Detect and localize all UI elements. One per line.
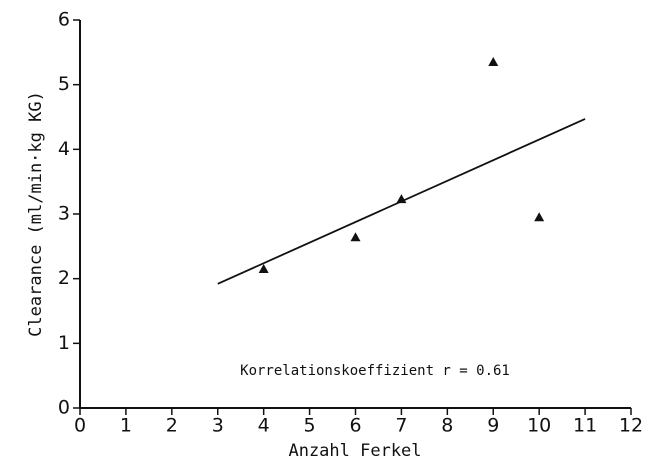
x-tick-label: 8 (441, 415, 453, 437)
x-tick-label: 10 (527, 415, 551, 437)
y-axis-label: Clearance (ml/min·kg KG) (26, 91, 46, 337)
y-tick-label: 4 (58, 138, 70, 160)
x-tick-label: 9 (487, 415, 499, 437)
y-tick-label: 1 (58, 332, 70, 354)
annotation: Korrelationskoeffizient r = 0.61 (240, 363, 510, 379)
x-axis-label: Anzahl Ferkel (288, 441, 421, 461)
x-tick-label: 7 (395, 415, 407, 437)
x-tick-label: 1 (120, 415, 132, 437)
y-tick-label: 2 (58, 267, 70, 289)
x-tick-label: 6 (349, 415, 361, 437)
x-tick-label: 2 (166, 415, 178, 437)
point (534, 212, 545, 222)
point (258, 263, 269, 273)
x-tick-label: 0 (74, 415, 86, 437)
x-tick-label: 5 (304, 415, 316, 437)
x-tick-label: 4 (258, 415, 270, 437)
x-tick-label: 11 (573, 415, 597, 437)
point (396, 194, 407, 204)
point (488, 57, 499, 67)
x-tick-label: 12 (619, 415, 643, 437)
y-tick-label: 5 (58, 73, 70, 95)
y-tick-label: 0 (58, 397, 70, 419)
y-tick-label: 3 (58, 203, 70, 225)
x-tick-label: 3 (212, 415, 224, 437)
point (350, 232, 361, 242)
y-tick-label: 6 (58, 9, 70, 31)
